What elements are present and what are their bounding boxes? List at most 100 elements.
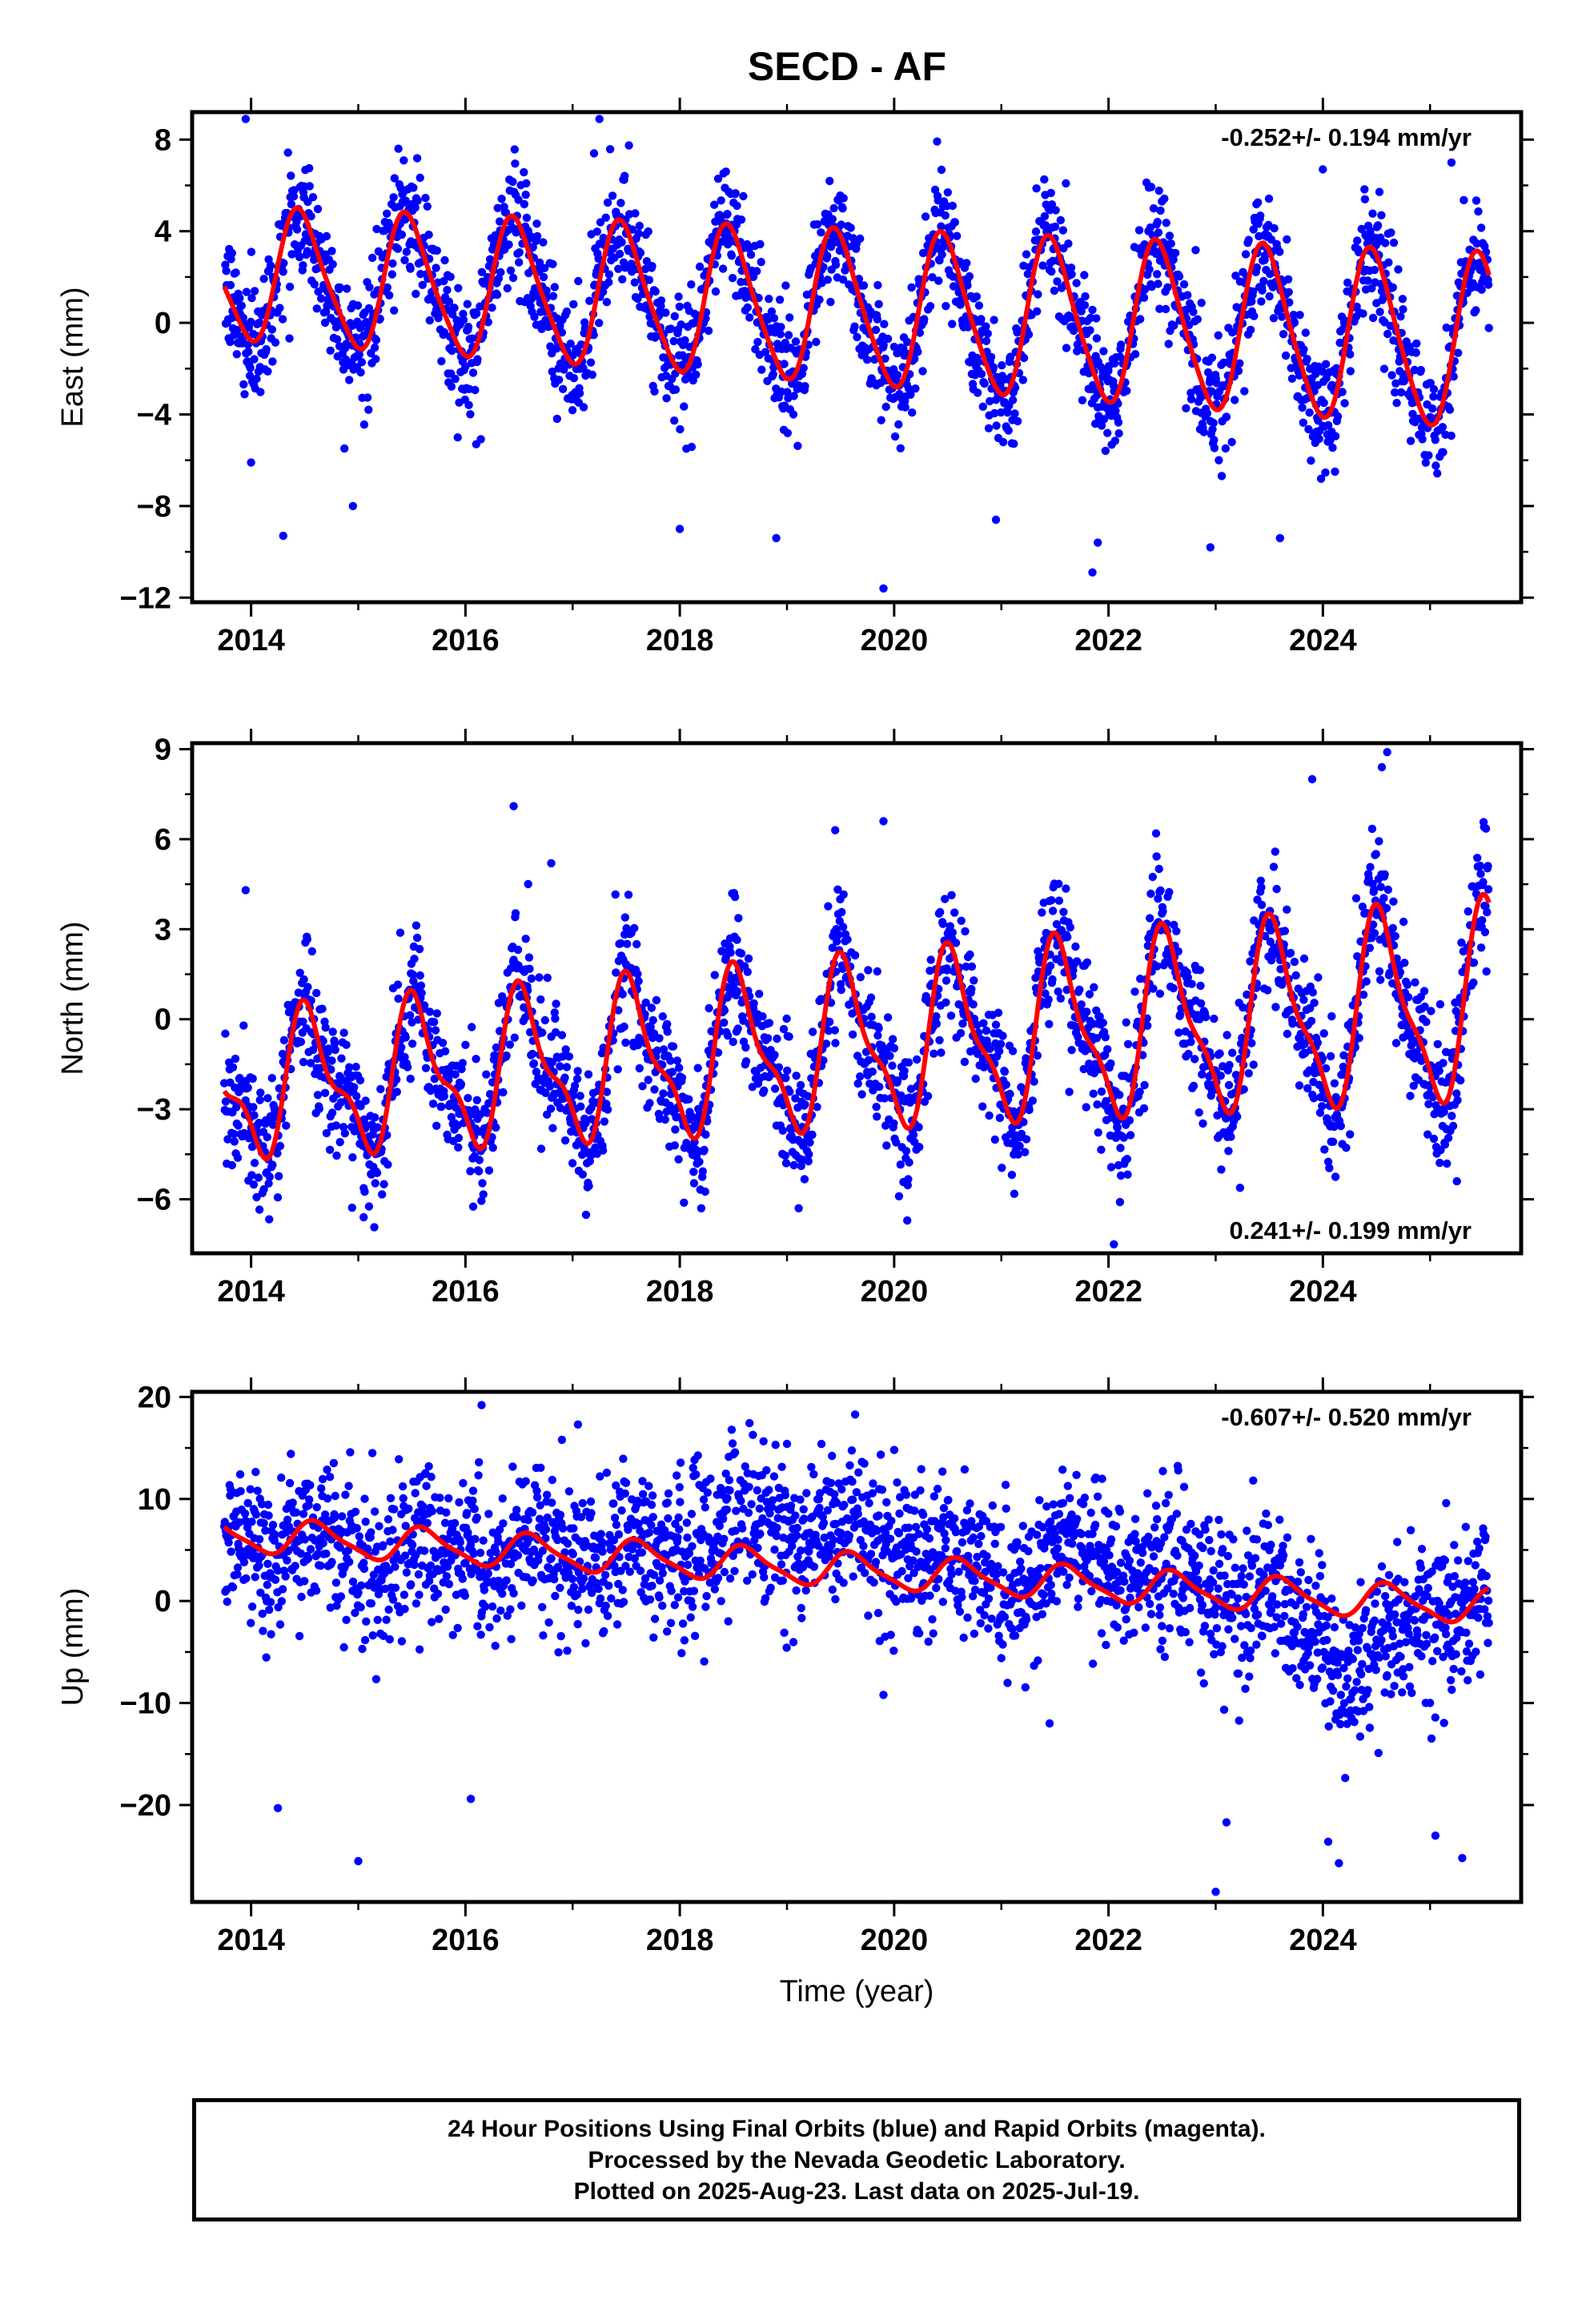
north-point <box>1379 894 1388 903</box>
north-point <box>461 1040 470 1050</box>
north-point <box>831 1039 840 1047</box>
east-point <box>753 337 762 347</box>
east-point <box>332 335 342 344</box>
east-point <box>320 318 330 328</box>
north-point <box>1139 1104 1149 1113</box>
north-point <box>970 976 978 985</box>
north-point <box>789 1160 798 1170</box>
x-tick-label: 2018 <box>646 624 714 657</box>
north-point <box>1217 1165 1226 1174</box>
east-point <box>322 231 331 241</box>
north-point <box>1148 872 1158 882</box>
east-point <box>874 300 883 308</box>
east-point <box>948 201 958 211</box>
north-point <box>521 935 530 943</box>
east-point <box>501 208 511 217</box>
north-point <box>401 1033 410 1042</box>
east-point <box>881 402 890 412</box>
north-outlier-point <box>1377 762 1387 772</box>
north-point <box>1235 1184 1245 1192</box>
north-point <box>332 1151 341 1160</box>
north-point <box>1399 917 1408 927</box>
north-point <box>825 1017 834 1027</box>
east-point <box>1484 280 1493 289</box>
east-point <box>785 313 794 322</box>
east-point <box>1346 367 1355 376</box>
north-point <box>339 1028 348 1037</box>
east-point <box>1484 324 1493 332</box>
east-point <box>1384 258 1393 267</box>
north-point <box>1484 885 1493 894</box>
east-point <box>1315 434 1323 444</box>
east-point <box>1139 293 1149 302</box>
east-point <box>546 342 555 351</box>
east-point <box>838 204 847 213</box>
north-point <box>830 1026 840 1035</box>
north-point <box>1008 1047 1018 1055</box>
east-point <box>721 167 730 176</box>
east-point <box>1078 396 1087 404</box>
north-point <box>1469 958 1479 967</box>
north-point <box>562 1063 572 1072</box>
north-point <box>1299 995 1308 1004</box>
east-point <box>1389 238 1399 247</box>
east-point <box>598 287 608 296</box>
north-point <box>406 1074 415 1084</box>
north-point <box>685 1095 693 1104</box>
east-point <box>579 403 588 412</box>
north-point <box>328 1027 337 1036</box>
north-point <box>1439 1059 1447 1068</box>
east-point <box>412 289 420 299</box>
east-point <box>585 296 594 305</box>
north-point <box>524 953 534 962</box>
east-point <box>532 219 541 228</box>
east-point <box>393 244 403 253</box>
north-point <box>971 1074 980 1084</box>
north-outlier-point <box>1110 1240 1118 1249</box>
north-point <box>857 1090 866 1099</box>
east-point <box>669 336 678 346</box>
east-point <box>666 324 676 333</box>
north-point <box>957 916 966 926</box>
north-point <box>630 923 639 933</box>
north-point <box>648 1015 657 1025</box>
north-point <box>250 1159 259 1168</box>
east-point <box>1387 228 1395 237</box>
east-point <box>1299 345 1308 354</box>
east-point <box>624 141 633 150</box>
east-point <box>1333 412 1343 421</box>
north-point <box>1422 1017 1431 1027</box>
east-point <box>1433 469 1442 478</box>
north-point <box>394 994 403 1003</box>
north-point <box>1101 1033 1110 1042</box>
north-point <box>778 1126 787 1136</box>
north-point <box>1199 1119 1207 1128</box>
east-point <box>522 179 531 188</box>
north-point <box>396 928 405 937</box>
north-point <box>1021 1148 1030 1156</box>
north-point <box>856 973 865 982</box>
x-tick-label: 2024 <box>1289 624 1357 657</box>
north-point <box>564 1052 574 1061</box>
east-point <box>907 283 916 292</box>
east-point <box>1283 235 1291 244</box>
north-point <box>698 1167 707 1176</box>
east-point <box>575 388 584 398</box>
east-point <box>402 247 412 256</box>
east-point <box>432 263 440 272</box>
east-point <box>353 301 363 310</box>
east-point <box>930 185 940 195</box>
north-point <box>966 950 974 959</box>
east-point <box>1396 312 1405 321</box>
north-point <box>1478 916 1487 925</box>
north-point <box>303 983 312 991</box>
east-outlier-point <box>1319 165 1327 174</box>
east-point <box>1258 286 1267 295</box>
x-tick-label: 2014 <box>217 624 285 657</box>
north-point <box>1149 984 1158 993</box>
north-point <box>1476 870 1485 879</box>
east-point <box>776 330 785 339</box>
east-point <box>484 318 492 327</box>
north-point <box>1151 829 1161 838</box>
